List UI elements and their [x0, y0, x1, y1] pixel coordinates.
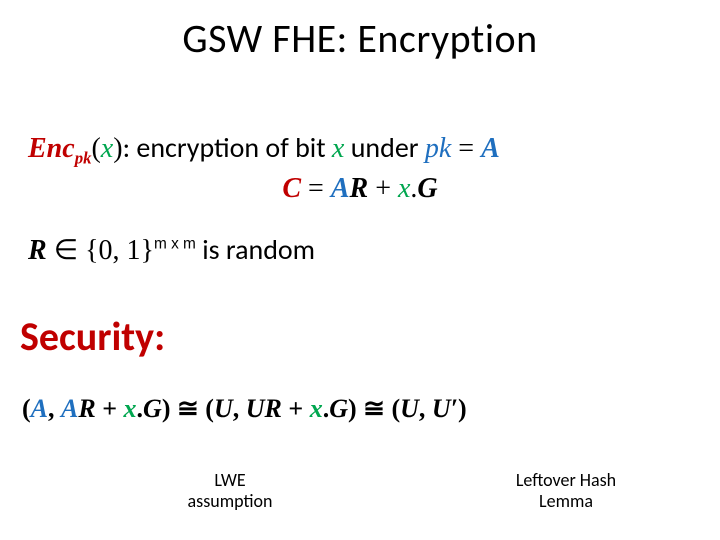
equals: =	[451, 133, 481, 164]
U2: U	[246, 394, 265, 423]
a-matrix: A	[331, 173, 350, 204]
lwe-line1: LWE	[214, 469, 245, 491]
security-equation: (A, AR + x.G) ≅ (U, UR + x.G) ≅ (U, U′)	[22, 392, 712, 424]
rp3: )	[458, 394, 467, 423]
plus1: +	[96, 394, 124, 423]
bit-x-2: x	[332, 133, 344, 164]
footnote-leftover-hash: Leftover Hash Lemma	[496, 470, 636, 511]
c2: ,	[233, 394, 246, 423]
A2: A	[61, 394, 78, 423]
security-heading: Security:	[20, 312, 165, 361]
dims-sup: m x m	[154, 236, 196, 253]
eq-sign: =	[301, 173, 331, 204]
lp1: (	[22, 394, 31, 423]
open-paren: (	[91, 133, 100, 164]
bit-x: x	[101, 133, 113, 164]
text-encryption-of-bit: : encryption of bit	[123, 130, 332, 165]
G2: G	[329, 394, 348, 423]
x1: x	[124, 394, 137, 423]
g-matrix: G	[417, 173, 437, 204]
plus2: +	[282, 394, 310, 423]
c1: ,	[48, 394, 61, 423]
lp2: (	[205, 394, 214, 423]
plus-sign: +	[368, 173, 398, 204]
lhl-line2: Lemma	[539, 490, 593, 512]
enc-definition-line: Encpk(x): encryption of bit x under pk =…	[28, 130, 708, 169]
footnote-lwe: LWE assumption	[170, 470, 290, 511]
r-var: R	[28, 235, 47, 266]
pk-var: pk	[425, 133, 451, 164]
c-matrix: C	[282, 173, 301, 204]
lwe-line2: assumption	[188, 490, 273, 512]
iso2: ≅	[357, 394, 392, 423]
is-random-text: is random	[196, 232, 315, 267]
lhl-line1: Leftover Hash	[516, 469, 616, 491]
slide-title: GSW FHE: Encryption	[0, 14, 720, 63]
R1: R	[78, 394, 95, 423]
enc-sub-pk: pk	[75, 149, 92, 168]
U1: U	[214, 394, 233, 423]
x2: x	[310, 394, 323, 423]
slide: GSW FHE: Encryption Encpk(x): encryption…	[0, 0, 720, 540]
enc-symbol: Enc	[28, 133, 75, 164]
close-paren: )	[113, 133, 122, 164]
rp2: )	[348, 394, 357, 423]
U3: U	[400, 394, 419, 423]
in-set: ∈ {0, 1}	[47, 235, 154, 266]
r-random-line: R ∈ {0, 1}m x m is random	[28, 232, 708, 267]
A1: A	[31, 394, 48, 423]
R2: R	[265, 394, 282, 423]
c3: ,	[419, 394, 432, 423]
G1: G	[143, 394, 162, 423]
matrix-a: A	[481, 133, 500, 164]
lp3: (	[391, 394, 400, 423]
iso1: ≅	[170, 394, 205, 423]
r-matrix: R	[350, 173, 369, 204]
x-var: x	[398, 173, 410, 204]
text-under: under	[344, 130, 425, 165]
Uprime: U′	[432, 394, 458, 423]
ciphertext-equation: C = AR + x.G	[0, 170, 720, 205]
